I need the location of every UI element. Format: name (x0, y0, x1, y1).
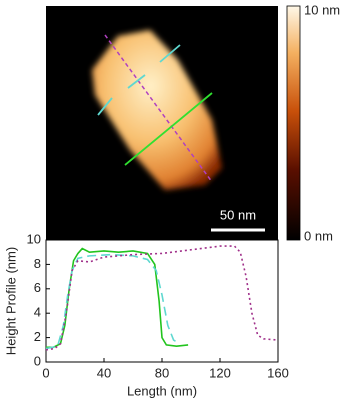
profile-line-green (124, 92, 213, 166)
x-axis-label: Length (nm) (127, 383, 197, 398)
colorbar-min-label: 0 nm (304, 228, 333, 243)
x-tick-label: 80 (155, 365, 169, 380)
y-axis-label: Height Profile (nm) (3, 247, 18, 355)
colorbar-max-label: 10 nm (304, 2, 340, 17)
profile-line (46, 247, 189, 349)
profile-mark (127, 74, 146, 89)
x-tick-label: 40 (97, 365, 111, 380)
colorbar (286, 5, 301, 241)
profile-mark (159, 44, 181, 63)
x-tick-label: 0 (42, 365, 49, 380)
y-tick-label: 6 (34, 280, 41, 295)
profile-line (45, 253, 180, 350)
profile-line-dotted (104, 34, 213, 183)
y-tick-label: 8 (34, 256, 41, 271)
scale-bar-label: 50 nm (220, 207, 256, 222)
y-tick-label: 2 (34, 329, 41, 344)
y-tick-label: 4 (34, 305, 41, 320)
x-tick-label: 160 (267, 365, 289, 380)
afm-image: 50 nm (46, 6, 278, 240)
profile-line (45, 245, 279, 351)
x-tick-label: 120 (209, 365, 231, 380)
profile-mark (97, 97, 113, 116)
y-tick-label: 10 (27, 231, 41, 246)
y-tick-label: 0 (34, 353, 41, 368)
